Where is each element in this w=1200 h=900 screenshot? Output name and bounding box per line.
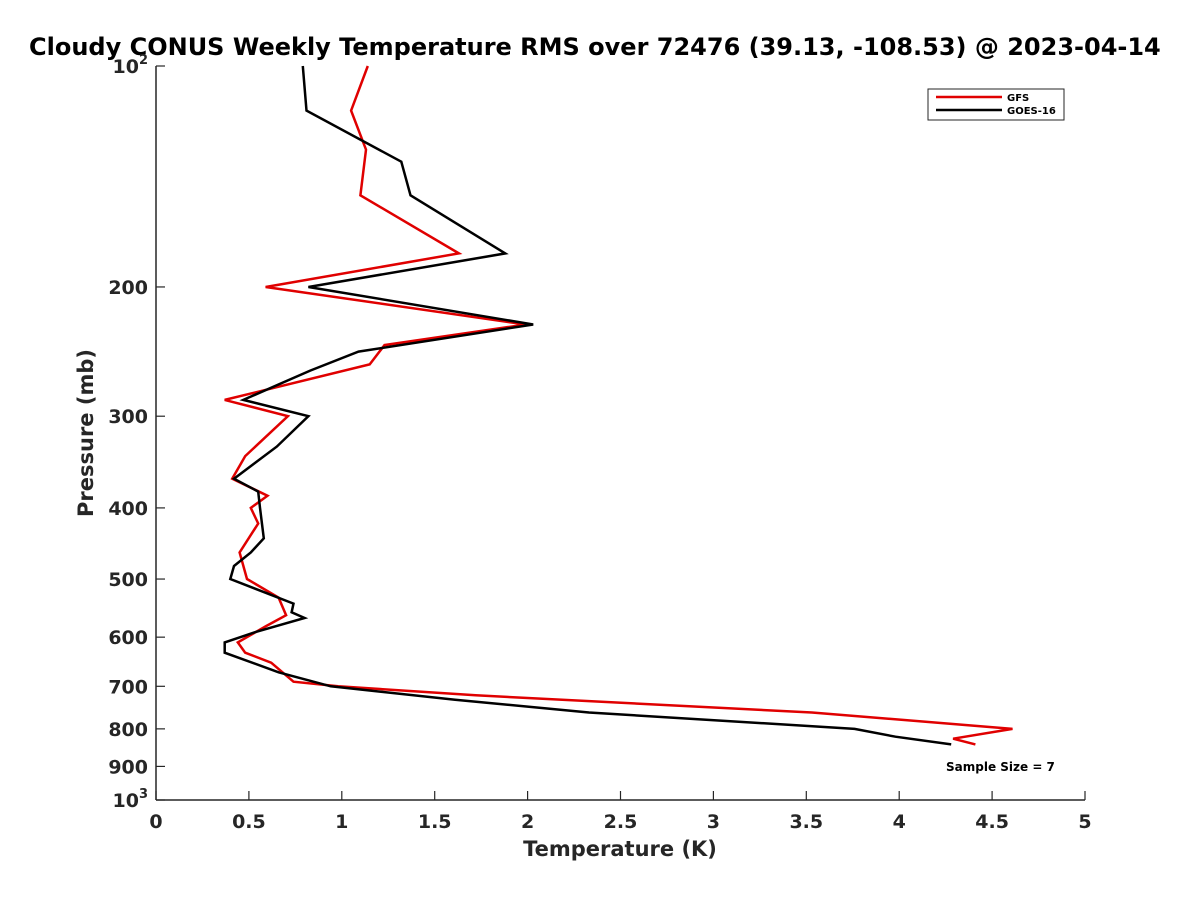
y-tick-label: 900: [108, 756, 148, 778]
series-line-gfs: [224, 65, 1013, 746]
y-tick-label: 600: [108, 627, 148, 649]
y-tick-label: 200: [108, 277, 148, 299]
x-tick-label: 0: [149, 811, 162, 833]
legend-box: [927, 88, 1065, 121]
y-ticks: 102 200 300 400 500 600 700 800 900 103: [108, 53, 165, 812]
y-tick-label: 500: [108, 569, 148, 591]
x-tick-label: 0.5: [232, 811, 266, 833]
legend: GFS GOES-16: [927, 88, 1065, 121]
x-tick-label: 3: [707, 811, 720, 833]
y-tick-label: 800: [108, 719, 148, 741]
x-tick-label: 4: [893, 811, 906, 833]
y-tick-label: 700: [108, 676, 148, 698]
sample-size-annotation: Sample Size = 7: [946, 760, 1055, 774]
x-tick-label: 1.5: [418, 811, 452, 833]
y-tick-label: 102: [113, 53, 149, 78]
legend-label-gfs: GFS: [1007, 93, 1029, 104]
x-tick-label: 4.5: [975, 811, 1009, 833]
series-line-goes-16: [223, 65, 952, 746]
y-tick-label: 300: [108, 406, 148, 428]
legend-label-goes-16: GOES-16: [1007, 106, 1056, 117]
x-tick-label: 5: [1078, 811, 1091, 833]
x-axis-label: Temperature (K): [523, 837, 717, 861]
x-tick-label: 1: [335, 811, 348, 833]
y-tick-label: 103: [113, 787, 149, 812]
x-ticks: 0 0.5 1 1.5 2 2.5 3 3.5 4 4.5 5: [149, 791, 1092, 833]
y-tick-label: 400: [108, 498, 148, 520]
chart-title: Cloudy CONUS Weekly Temperature RMS over…: [29, 33, 1161, 61]
y-axis-label: Pressure (mb): [74, 349, 98, 517]
x-tick-label: 2.5: [604, 811, 638, 833]
plot-area: 0 0.5 1 1.5 2 2.5 3 3.5 4 4.5 5 102 200 300 400 500 600…: [108, 53, 1091, 833]
series-lines: [223, 65, 1013, 746]
x-tick-label: 3.5: [789, 811, 823, 833]
x-tick-label: 2: [521, 811, 534, 833]
